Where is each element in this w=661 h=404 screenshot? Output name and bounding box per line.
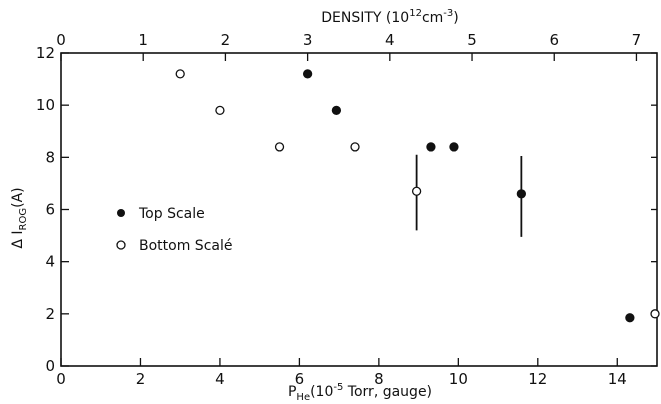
x2-tick-label: 6: [549, 31, 559, 49]
y-tick-label: 0: [45, 357, 55, 375]
x-tick-label: 14: [608, 370, 627, 388]
point-bottom-scale: [175, 69, 185, 79]
point-top-scale: [426, 142, 436, 152]
x-tick-label: 2: [136, 370, 146, 388]
point-top-scale: [302, 69, 313, 79]
x-tick-label: 6: [295, 370, 305, 388]
point-top-scale: [449, 142, 459, 152]
data-marks: [175, 69, 660, 323]
x-tick-label: 12: [528, 370, 547, 388]
x-tick-label: 8: [374, 370, 384, 388]
top-axis-title: DENSITY (1012cm-3): [321, 8, 458, 26]
x2-tick-label: 4: [385, 31, 395, 49]
y-tick-label: 2: [45, 305, 55, 323]
point-top-scale: [331, 105, 342, 116]
y-tick-label: 4: [45, 253, 55, 271]
x-tick-label: 4: [215, 370, 225, 388]
y-tick-label: 6: [45, 201, 55, 219]
legend-marker-top-scale: [117, 209, 125, 217]
legend-marker-bottom-scale: [116, 240, 126, 250]
legend-label-bottom-scale: Bottom Scalé: [139, 238, 232, 254]
y-axis-title: Δ IROG(A): [10, 187, 29, 248]
point-top-scale: [516, 189, 527, 199]
x2-tick-label: 3: [303, 31, 313, 49]
point-bottom-scale: [350, 142, 360, 152]
bottom-axis-title: PHe(10-5 Torr, gauge): [288, 382, 432, 403]
x-tick-label: 10: [449, 370, 468, 388]
x2-tick-label: 0: [56, 31, 66, 49]
legend-label-top-scale: Top Scale: [138, 206, 205, 222]
y-tick-label: 10: [36, 96, 55, 114]
point-bottom-scale: [215, 105, 225, 116]
x2-tick-label: 1: [138, 31, 148, 49]
legend: Top Scale Bottom Scalé: [116, 206, 232, 254]
y-tick-label: 12: [36, 44, 55, 62]
x2-tick-label: 2: [221, 31, 231, 49]
y-tick-label: 8: [45, 148, 55, 166]
x2-tick-label: 7: [632, 31, 642, 49]
point-bottom-scale: [274, 142, 285, 152]
point-bottom-scale: [650, 309, 660, 319]
point-top-scale: [625, 313, 635, 323]
x-tick-label: 0: [56, 370, 66, 388]
tick-marks: [60, 52, 657, 367]
x2-tick-label: 5: [467, 31, 477, 49]
point-bottom-scale: [411, 186, 422, 196]
